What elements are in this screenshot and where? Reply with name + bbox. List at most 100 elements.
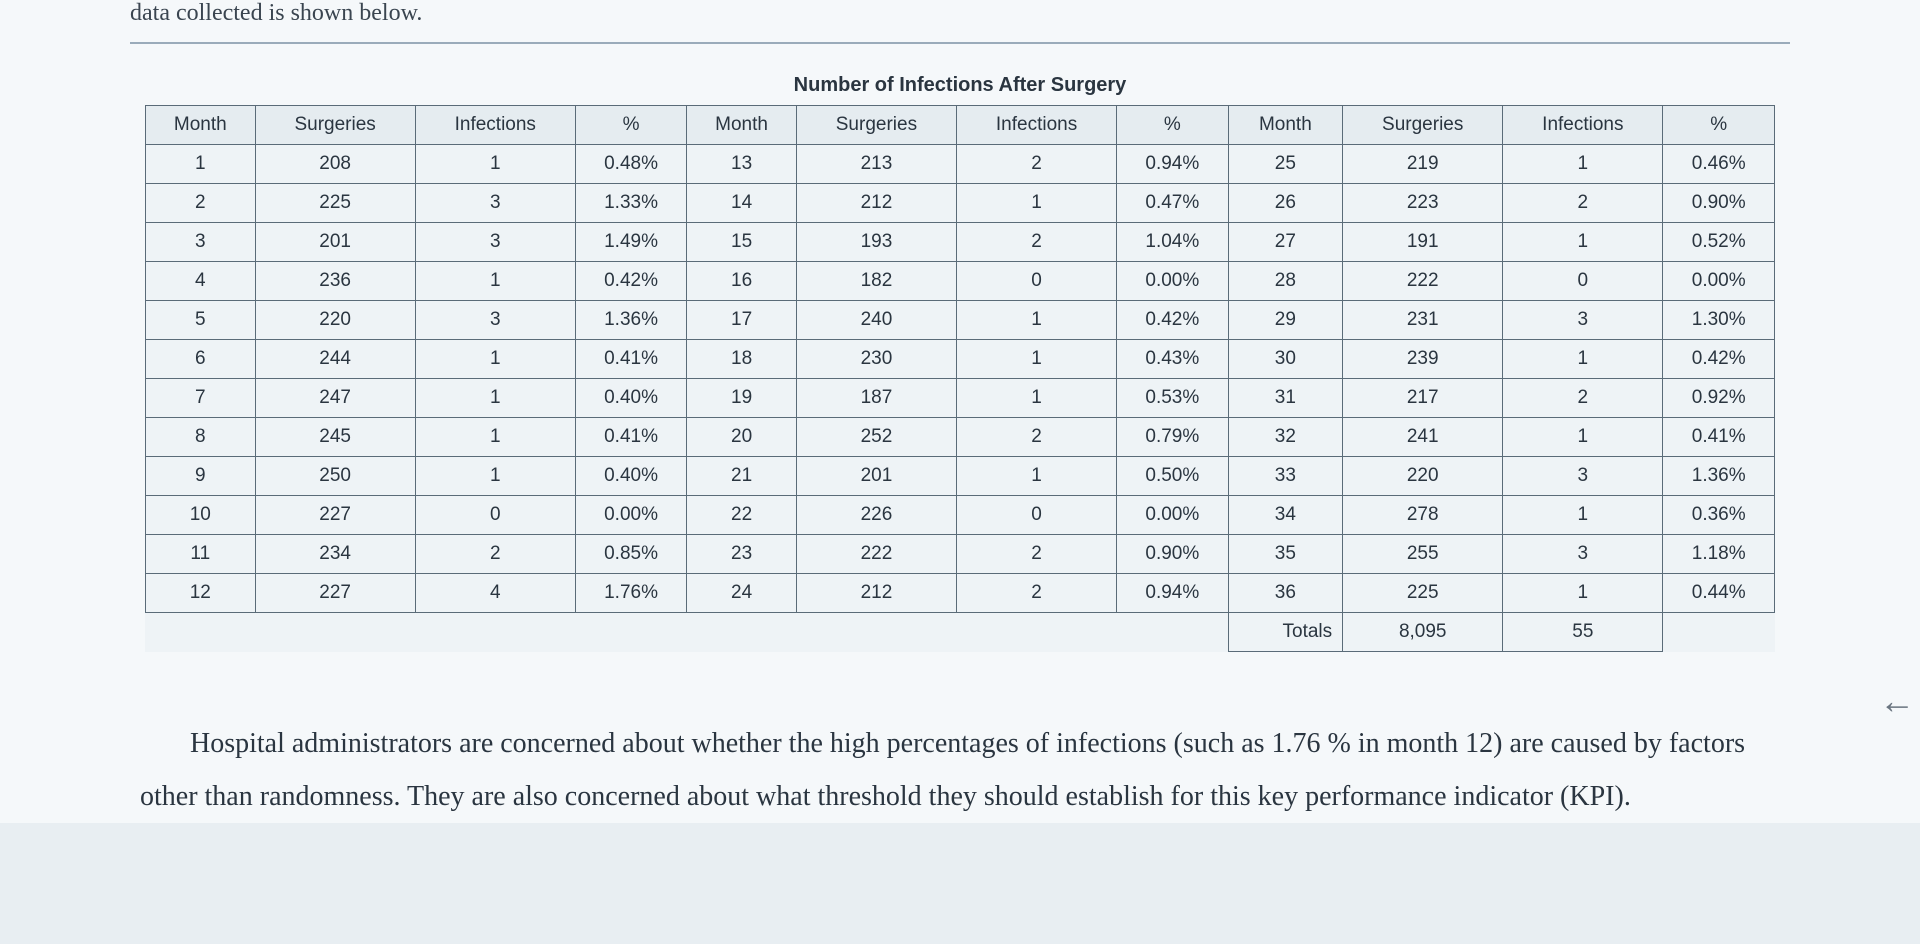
table-cell: 0.00% <box>575 496 686 535</box>
table-cell: 0.44% <box>1663 574 1775 613</box>
table-cell: 1 <box>956 340 1116 379</box>
table-cell: 255 <box>1343 535 1503 574</box>
table-cell: 0.40% <box>575 379 686 418</box>
table-row: 120810.48%1321320.94%2521910.46% <box>146 145 1775 184</box>
empty-cell <box>1663 613 1775 652</box>
table-row: 423610.42%1618200.00%2822200.00% <box>146 262 1775 301</box>
table-cell: 187 <box>796 379 956 418</box>
table-cell: 1.30% <box>1663 301 1775 340</box>
table-cell: 1.76% <box>575 574 686 613</box>
col-h-1: Surgeries <box>255 106 415 145</box>
table-cell: 234 <box>255 535 415 574</box>
table-cell: 0.50% <box>1117 457 1228 496</box>
infections-table: Month Surgeries Infections % Month Surge… <box>145 105 1775 652</box>
table-cell: 1.36% <box>575 301 686 340</box>
table-cell: 0.36% <box>1663 496 1775 535</box>
table-row: 320131.49%1519321.04%2719110.52% <box>146 223 1775 262</box>
table-cell: 0.94% <box>1117 574 1228 613</box>
col-h-7: % <box>1117 106 1228 145</box>
table-cell: 1 <box>415 262 575 301</box>
table-cell: 18 <box>687 340 797 379</box>
table-cell: 3 <box>1503 457 1663 496</box>
table-cell: 0.46% <box>1663 145 1775 184</box>
table-cell: 212 <box>796 574 956 613</box>
table-cell: 31 <box>1228 379 1343 418</box>
table-cell: 7 <box>146 379 256 418</box>
table-cell: 250 <box>255 457 415 496</box>
table-row: 1123420.85%2322220.90%3525531.18% <box>146 535 1775 574</box>
table-cell: 11 <box>146 535 256 574</box>
table-cell: 6 <box>146 340 256 379</box>
table-cell: 2 <box>956 574 1116 613</box>
table-cell: 0.90% <box>1663 184 1775 223</box>
table-cell: 1 <box>1503 340 1663 379</box>
table-cell: 0.42% <box>1117 301 1228 340</box>
table-cell: 240 <box>796 301 956 340</box>
table-container: Number of Infections After Surgery Month… <box>130 64 1790 682</box>
table-cell: 0.48% <box>575 145 686 184</box>
table-cell: 220 <box>1343 457 1503 496</box>
col-h-3: % <box>575 106 686 145</box>
table-cell: 2 <box>956 145 1116 184</box>
table-cell: 252 <box>796 418 956 457</box>
table-cell: 4 <box>146 262 256 301</box>
table-cell: 0.41% <box>575 340 686 379</box>
table-cell: 225 <box>255 184 415 223</box>
table-row: 624410.41%1823010.43%3023910.42% <box>146 340 1775 379</box>
table-cell: 1.36% <box>1663 457 1775 496</box>
table-cell: 0.41% <box>1663 418 1775 457</box>
table-cell: 222 <box>796 535 956 574</box>
table-cell: 0.85% <box>575 535 686 574</box>
table-cell: 1 <box>1503 496 1663 535</box>
table-cell: 21 <box>687 457 797 496</box>
table-cell: 245 <box>255 418 415 457</box>
table-cell: 0.43% <box>1117 340 1228 379</box>
table-cell: 12 <box>146 574 256 613</box>
col-h-10: Infections <box>1503 106 1663 145</box>
totals-row: Totals8,09555 <box>146 613 1775 652</box>
table-cell: 0 <box>956 262 1116 301</box>
table-cell: 1 <box>415 457 575 496</box>
table-cell: 25 <box>1228 145 1343 184</box>
table-cell: 225 <box>1343 574 1503 613</box>
table-cell: 0.42% <box>575 262 686 301</box>
table-cell: 3 <box>1503 301 1663 340</box>
empty-cell <box>796 613 956 652</box>
table-cell: 231 <box>1343 301 1503 340</box>
table-cell: 0.79% <box>1117 418 1228 457</box>
table-cell: 1 <box>1503 418 1663 457</box>
table-cell: 5 <box>146 301 256 340</box>
totals-label: Totals <box>1228 613 1343 652</box>
col-h-8: Month <box>1228 106 1343 145</box>
table-cell: 230 <box>796 340 956 379</box>
empty-cell <box>575 613 686 652</box>
col-h-4: Month <box>687 106 797 145</box>
table-cell: 0 <box>1503 262 1663 301</box>
table-cell: 212 <box>796 184 956 223</box>
body-paragraph-container: Hospital administrators are concerned ab… <box>130 682 1790 823</box>
table-cell: 191 <box>1343 223 1503 262</box>
table-cell: 33 <box>1228 457 1343 496</box>
table-cell: 1.04% <box>1117 223 1228 262</box>
col-h-9: Surgeries <box>1343 106 1503 145</box>
table-cell: 22 <box>687 496 797 535</box>
table-cell: 0.40% <box>575 457 686 496</box>
table-cell: 34 <box>1228 496 1343 535</box>
col-h-6: Infections <box>956 106 1116 145</box>
table-title: Number of Infections After Surgery <box>145 74 1775 97</box>
empty-cell <box>956 613 1116 652</box>
table-cell: 2 <box>956 223 1116 262</box>
back-arrow-icon[interactable]: ← <box>1879 680 1915 722</box>
table-cell: 0.41% <box>575 418 686 457</box>
table-cell: 1 <box>1503 574 1663 613</box>
col-h-5: Surgeries <box>796 106 956 145</box>
intro-text: data collected is shown below. <box>130 0 1790 42</box>
totals-surgeries: 8,095 <box>1343 613 1503 652</box>
table-cell: 0 <box>415 496 575 535</box>
table-cell: 1 <box>415 418 575 457</box>
table-cell: 24 <box>687 574 797 613</box>
table-cell: 28 <box>1228 262 1343 301</box>
table-cell: 0.90% <box>1117 535 1228 574</box>
table-cell: 30 <box>1228 340 1343 379</box>
table-cell: 201 <box>796 457 956 496</box>
